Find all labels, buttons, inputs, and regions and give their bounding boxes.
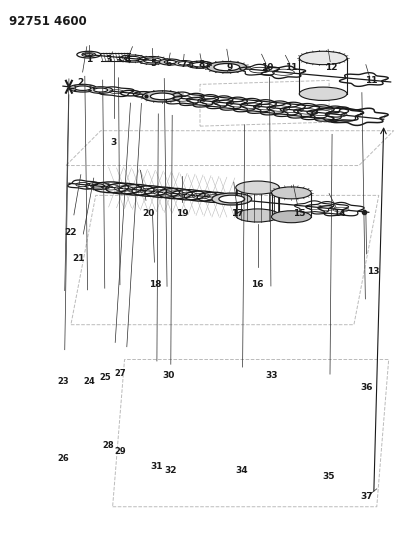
Text: 37: 37 — [360, 492, 373, 502]
Ellipse shape — [236, 181, 279, 194]
Text: 1: 1 — [86, 54, 92, 63]
Text: 23: 23 — [57, 377, 69, 386]
Text: 31: 31 — [150, 463, 162, 472]
Text: 4: 4 — [124, 54, 131, 63]
Ellipse shape — [219, 195, 245, 203]
Text: 9: 9 — [227, 62, 233, 71]
Text: 21: 21 — [73, 254, 85, 263]
Text: 35: 35 — [323, 472, 335, 481]
Ellipse shape — [299, 51, 347, 64]
Text: 19: 19 — [176, 209, 188, 218]
Text: 11: 11 — [365, 76, 377, 85]
Text: 22: 22 — [65, 228, 77, 237]
Text: 11: 11 — [285, 62, 298, 71]
Text: 13: 13 — [367, 268, 379, 277]
Text: 18: 18 — [149, 280, 162, 289]
Ellipse shape — [214, 63, 240, 71]
Text: 14: 14 — [333, 209, 345, 218]
Ellipse shape — [178, 62, 190, 65]
Text: 12: 12 — [325, 62, 337, 71]
Ellipse shape — [150, 93, 174, 100]
Text: 8: 8 — [199, 60, 205, 69]
Text: 20: 20 — [142, 209, 154, 218]
Ellipse shape — [85, 53, 93, 56]
Text: 27: 27 — [115, 369, 126, 378]
Ellipse shape — [75, 86, 91, 91]
Text: 2: 2 — [78, 78, 84, 87]
Text: 6: 6 — [165, 59, 171, 68]
Ellipse shape — [94, 88, 107, 92]
Ellipse shape — [164, 60, 176, 63]
Ellipse shape — [192, 62, 208, 67]
Ellipse shape — [187, 61, 213, 68]
Text: 10: 10 — [261, 62, 274, 71]
Text: 34: 34 — [235, 466, 248, 475]
Text: 36: 36 — [360, 383, 373, 392]
Ellipse shape — [212, 193, 252, 205]
Ellipse shape — [159, 59, 181, 65]
Text: 33: 33 — [265, 371, 278, 380]
Text: 3: 3 — [105, 54, 112, 63]
Ellipse shape — [299, 87, 347, 100]
Text: 3: 3 — [111, 138, 117, 147]
Ellipse shape — [69, 84, 97, 92]
Text: 7: 7 — [180, 60, 186, 69]
Text: 15: 15 — [293, 209, 306, 218]
Text: 5: 5 — [150, 59, 156, 68]
Text: 30: 30 — [162, 371, 174, 380]
Text: 25: 25 — [100, 373, 111, 382]
Text: 26: 26 — [57, 455, 69, 464]
Text: 32: 32 — [164, 466, 176, 475]
Ellipse shape — [236, 209, 279, 222]
Text: 29: 29 — [115, 447, 126, 456]
Text: 17: 17 — [231, 209, 244, 218]
Ellipse shape — [174, 60, 194, 66]
Text: 24: 24 — [83, 377, 95, 386]
Ellipse shape — [89, 87, 113, 93]
Ellipse shape — [271, 187, 311, 199]
Text: 92751 4600: 92751 4600 — [9, 15, 87, 28]
Ellipse shape — [271, 211, 311, 223]
Ellipse shape — [207, 62, 247, 72]
Ellipse shape — [142, 91, 182, 102]
Text: 16: 16 — [251, 280, 264, 289]
Text: 28: 28 — [103, 441, 114, 449]
